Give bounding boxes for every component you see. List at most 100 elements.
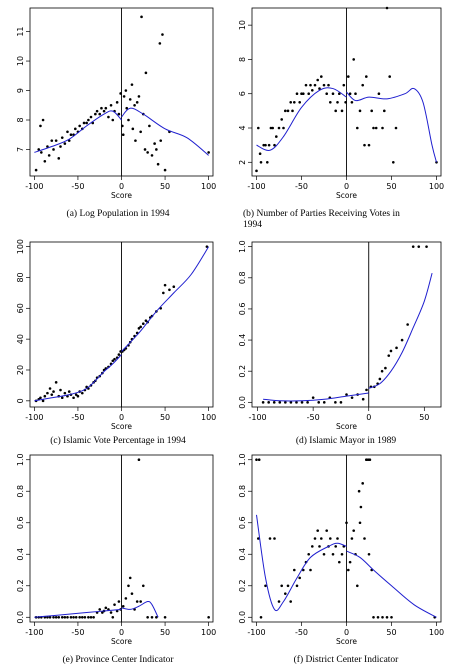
x-tick-label: -100 — [25, 413, 43, 422]
data-point — [137, 327, 141, 330]
data-point — [259, 160, 263, 164]
data-point — [60, 396, 64, 400]
data-point — [39, 124, 42, 128]
data-point — [350, 396, 354, 399]
data-point — [267, 401, 270, 404]
y-tick-label: 8 — [238, 57, 247, 62]
x-tick-label: -100 — [25, 628, 43, 637]
data-point — [89, 615, 93, 619]
data-point — [272, 401, 276, 404]
x-tick-label: 50 — [160, 413, 170, 422]
data-point — [94, 112, 97, 116]
data-point — [46, 145, 49, 148]
data-point — [43, 394, 47, 398]
data-point — [128, 576, 132, 580]
data-point — [87, 615, 90, 619]
x-axis-label: Score — [111, 637, 132, 646]
data-point — [289, 401, 293, 404]
y-tick-label: 0.2 — [238, 579, 247, 592]
x-tick-label: 50 — [419, 413, 429, 422]
x-tick-label: 50 — [386, 628, 396, 637]
data-point — [313, 83, 317, 87]
chart-panel-6: -100 -50 0 50 100 0.0 0.2 0.4 0.6 0.8 1.0 Score (f) … — [238, 453, 444, 665]
data-point — [261, 401, 265, 404]
data-point — [144, 319, 148, 322]
data-point — [338, 92, 341, 96]
data-point — [115, 101, 119, 104]
data-point — [141, 584, 145, 588]
data-point — [267, 143, 271, 147]
data-point — [271, 126, 275, 130]
data-point — [370, 109, 374, 113]
data-point — [376, 615, 380, 619]
chart-caption: (d) Islamic Mayor in 1989 — [296, 435, 397, 446]
y-tick-label: 0 — [16, 398, 25, 403]
data-point — [146, 615, 149, 619]
data-point — [356, 584, 359, 588]
data-point — [47, 154, 51, 157]
data-point — [316, 78, 320, 82]
data-point — [365, 458, 368, 462]
data-point — [278, 401, 282, 404]
y-tick-label: 4 — [238, 125, 247, 130]
data-point — [282, 126, 285, 130]
data-point — [387, 354, 391, 357]
data-point — [161, 33, 164, 36]
data-point — [135, 600, 139, 603]
data-point — [40, 151, 43, 154]
data-point — [347, 568, 350, 572]
data-point — [257, 537, 260, 540]
plot-frame — [251, 241, 442, 408]
y-tick-label: 0.4 — [16, 548, 25, 561]
data-point — [359, 505, 363, 509]
fit-line-left — [256, 514, 347, 612]
data-point — [98, 608, 102, 611]
data-point — [385, 615, 389, 619]
y-tick-label: 0.6 — [238, 516, 247, 529]
data-point — [365, 388, 368, 392]
data-point — [143, 148, 147, 151]
data-point — [102, 109, 106, 113]
data-point — [269, 126, 273, 130]
y-tick-label: 0.8 — [238, 271, 247, 284]
data-point — [159, 139, 163, 142]
data-point — [257, 458, 261, 462]
data-point — [257, 126, 260, 130]
data-point — [385, 6, 389, 10]
data-point — [162, 291, 165, 295]
data-point — [104, 106, 108, 110]
x-tick-label: 100 — [429, 628, 444, 637]
data-point — [286, 109, 290, 113]
fit-line-left — [263, 392, 369, 402]
y-tick-label: 10 — [16, 56, 25, 66]
data-point — [104, 606, 108, 610]
data-point — [268, 537, 272, 540]
data-point — [255, 458, 258, 462]
y-tick-label: 0.8 — [238, 485, 247, 498]
x-tick-label: 0 — [344, 628, 349, 637]
data-point — [304, 83, 308, 87]
data-point — [172, 285, 176, 289]
x-tick-label: -100 — [248, 413, 266, 422]
data-point — [307, 92, 311, 96]
data-point — [60, 615, 64, 619]
data-point — [348, 560, 352, 564]
data-point — [374, 126, 378, 130]
data-point — [340, 552, 344, 556]
data-point — [139, 130, 142, 134]
data-point — [289, 100, 293, 104]
data-point — [320, 75, 323, 78]
data-point — [358, 521, 362, 525]
data-point — [350, 100, 354, 104]
data-point — [207, 151, 210, 154]
data-point — [352, 58, 356, 61]
data-point — [80, 391, 84, 395]
data-point — [300, 92, 303, 96]
data-point — [289, 600, 293, 603]
data-point — [137, 458, 141, 462]
data-point — [63, 391, 67, 395]
data-point — [121, 604, 125, 608]
data-point — [255, 169, 258, 173]
y-tick-label: 0.6 — [16, 516, 25, 529]
data-point — [277, 600, 281, 603]
